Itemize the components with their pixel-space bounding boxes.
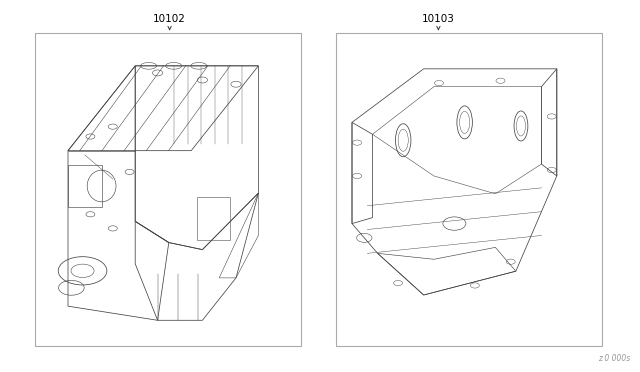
- Bar: [336, 33, 602, 346]
- Text: 10103: 10103: [422, 14, 455, 24]
- Text: z 0 000s: z 0 000s: [598, 354, 630, 363]
- Text: 10102: 10102: [153, 14, 186, 24]
- Bar: [35, 33, 301, 346]
